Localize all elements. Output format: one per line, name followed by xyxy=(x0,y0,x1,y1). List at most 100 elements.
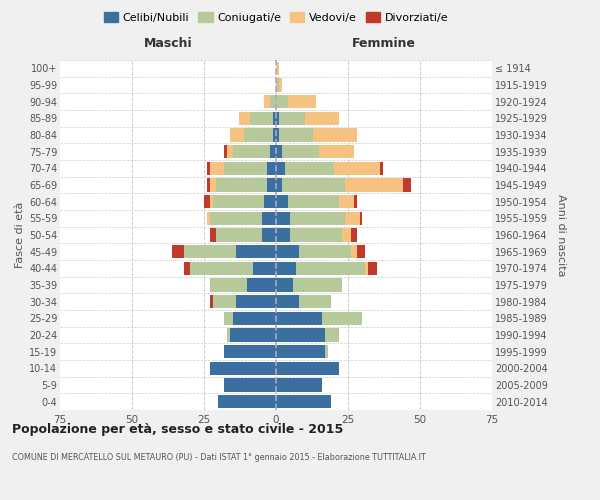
Bar xyxy=(210,278,247,291)
Bar xyxy=(233,145,270,158)
Bar xyxy=(305,112,340,125)
Bar xyxy=(210,362,276,375)
Bar xyxy=(190,262,253,275)
Bar xyxy=(287,95,316,108)
Bar xyxy=(276,245,299,258)
Bar xyxy=(322,312,362,325)
Bar xyxy=(365,262,368,275)
Bar xyxy=(380,162,383,175)
Bar xyxy=(210,212,262,225)
Bar xyxy=(210,162,224,175)
Bar xyxy=(270,95,276,108)
Bar xyxy=(233,312,276,325)
Bar xyxy=(268,162,276,175)
Bar xyxy=(276,112,279,125)
Bar xyxy=(265,95,270,108)
Bar xyxy=(319,145,354,158)
Bar xyxy=(276,328,325,342)
Bar xyxy=(342,228,351,241)
Bar xyxy=(290,212,345,225)
Bar xyxy=(262,212,276,225)
Bar xyxy=(276,362,340,375)
Bar xyxy=(215,228,262,241)
Bar xyxy=(351,245,356,258)
Bar xyxy=(287,195,340,208)
Bar xyxy=(212,295,236,308)
Bar xyxy=(403,178,412,192)
Bar xyxy=(296,262,365,275)
Bar xyxy=(279,78,282,92)
Bar xyxy=(276,62,279,75)
Bar xyxy=(250,112,273,125)
Bar xyxy=(276,295,299,308)
Bar xyxy=(279,128,313,141)
Bar xyxy=(210,228,215,241)
Bar xyxy=(224,162,268,175)
Bar xyxy=(239,112,250,125)
Bar xyxy=(276,178,282,192)
Bar xyxy=(276,212,290,225)
Bar xyxy=(273,128,276,141)
Bar xyxy=(244,128,273,141)
Bar xyxy=(276,162,284,175)
Bar xyxy=(224,145,227,158)
Bar xyxy=(230,328,276,342)
Bar xyxy=(290,228,342,241)
Bar xyxy=(345,212,359,225)
Bar xyxy=(276,95,287,108)
Bar xyxy=(276,378,322,392)
Bar xyxy=(172,245,184,258)
Bar xyxy=(253,262,276,275)
Bar xyxy=(276,228,290,241)
Bar xyxy=(299,295,331,308)
Bar xyxy=(224,345,276,358)
Bar xyxy=(276,78,279,92)
Bar xyxy=(282,178,345,192)
Bar xyxy=(268,178,276,192)
Bar xyxy=(236,295,276,308)
Bar xyxy=(207,212,210,225)
Bar xyxy=(340,195,354,208)
Bar xyxy=(299,245,351,258)
Bar xyxy=(184,262,190,275)
Text: Popolazione per età, sesso e stato civile - 2015: Popolazione per età, sesso e stato civil… xyxy=(12,422,343,436)
Bar xyxy=(282,145,319,158)
Bar xyxy=(325,345,328,358)
Bar xyxy=(218,395,276,408)
Bar xyxy=(247,278,276,291)
Bar xyxy=(207,178,210,192)
Bar xyxy=(273,112,276,125)
Bar xyxy=(354,195,356,208)
Bar xyxy=(276,395,331,408)
Bar xyxy=(227,328,230,342)
Text: Maschi: Maschi xyxy=(143,37,193,50)
Bar xyxy=(368,262,377,275)
Bar xyxy=(359,212,362,225)
Legend: Celibi/Nubili, Coniugati/e, Vedovi/e, Divorziati/e: Celibi/Nubili, Coniugati/e, Vedovi/e, Di… xyxy=(100,8,452,28)
Bar xyxy=(262,228,276,241)
Bar xyxy=(276,345,325,358)
Bar xyxy=(284,162,334,175)
Bar xyxy=(276,278,293,291)
Bar xyxy=(325,328,340,342)
Bar xyxy=(210,178,215,192)
Bar xyxy=(351,228,356,241)
Bar xyxy=(276,195,287,208)
Bar xyxy=(276,312,322,325)
Bar xyxy=(276,128,279,141)
Bar xyxy=(215,178,268,192)
Bar xyxy=(224,378,276,392)
Bar xyxy=(184,245,236,258)
Bar xyxy=(212,195,265,208)
Text: COMUNE DI MERCATELLO SUL METAURO (PU) - Dati ISTAT 1° gennaio 2015 - Elaborazion: COMUNE DI MERCATELLO SUL METAURO (PU) - … xyxy=(12,452,426,462)
Bar xyxy=(356,245,365,258)
Bar xyxy=(270,145,276,158)
Bar xyxy=(224,312,233,325)
Bar xyxy=(276,145,282,158)
Bar xyxy=(236,245,276,258)
Bar xyxy=(210,195,212,208)
Bar xyxy=(279,112,305,125)
Bar xyxy=(334,162,380,175)
Bar xyxy=(313,128,356,141)
Bar xyxy=(207,162,210,175)
